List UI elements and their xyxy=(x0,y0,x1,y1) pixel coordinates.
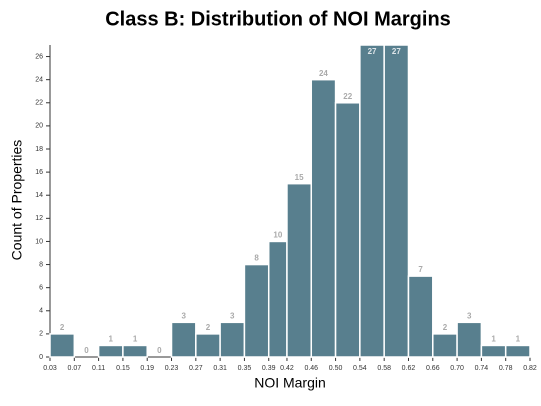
y-tick-label tick: 8 xyxy=(39,261,43,268)
y-tick-label tick: 0 xyxy=(39,354,43,361)
value-label: 2 xyxy=(60,323,65,332)
bar xyxy=(97,344,124,358)
y-tick-label tick: 16 xyxy=(35,169,43,176)
value-label: 22 xyxy=(343,92,352,101)
value-label: 27 xyxy=(368,47,377,56)
value-label: 8 xyxy=(254,254,259,263)
x-tick-label: 0.07 xyxy=(67,365,81,372)
value-label: 3 xyxy=(181,311,186,320)
y-tick-label tick: 14 xyxy=(35,192,43,199)
bar xyxy=(170,321,197,358)
bar xyxy=(480,344,507,358)
value-label: 1 xyxy=(491,335,496,344)
value-label: 7 xyxy=(418,265,423,274)
bar xyxy=(334,102,361,358)
x-tick-label: 0.50 xyxy=(329,365,343,372)
x-tick-label: 0.74 xyxy=(475,365,489,372)
y-tick-label tick: 18 xyxy=(35,146,43,153)
y-tick-label tick: 12 xyxy=(35,215,43,222)
value-label: 27 xyxy=(392,47,401,56)
x-tick-label: 0.70 xyxy=(450,365,464,372)
bar xyxy=(286,182,313,358)
chart-title: Class B: Distribution of NOI Margins xyxy=(105,8,451,30)
x-axis-label: NOI Margin xyxy=(254,375,326,391)
x-tick-label: 0.66 xyxy=(426,365,440,372)
y-axis-label: Count of Properties xyxy=(9,140,25,261)
y-tick-label tick: 20 xyxy=(35,123,43,130)
bar xyxy=(243,263,270,358)
value-label: 2 xyxy=(443,323,448,332)
value-label: 0 xyxy=(157,346,162,355)
x-tick-label: 0.03 xyxy=(43,365,57,372)
value-label: 10 xyxy=(273,231,282,240)
y-tick-label tick: 10 xyxy=(35,238,43,245)
bar xyxy=(219,321,246,358)
x-tick-label: 0.15 xyxy=(116,365,130,372)
y-tick-label tick: 24 xyxy=(35,77,43,84)
y-tick-label tick: 2 xyxy=(39,331,43,338)
x-tick-label: 0.39 xyxy=(262,365,276,372)
bar xyxy=(267,240,288,358)
bar xyxy=(359,44,385,358)
value-label: 15 xyxy=(295,173,304,182)
value-label: 1 xyxy=(516,335,521,344)
bar xyxy=(432,333,458,358)
x-tick-label: 0.35 xyxy=(238,365,252,372)
y-tick-label tick: 22 xyxy=(35,100,43,107)
value-label: 1 xyxy=(133,335,138,344)
bar xyxy=(122,344,148,358)
x-tick-label: 0.11 xyxy=(92,365,105,372)
bar xyxy=(407,275,434,358)
bar xyxy=(383,44,410,358)
x-tick-label: 0.58 xyxy=(377,365,391,372)
bar xyxy=(456,321,483,358)
x-tick-label: 0.62 xyxy=(402,365,416,372)
x-tick-label: 0.42 xyxy=(280,365,294,372)
bar xyxy=(504,344,531,358)
x-tick-label: 0.78 xyxy=(499,365,513,372)
x-tick-label: 0.31 xyxy=(213,365,227,372)
value-label: 24 xyxy=(319,69,328,78)
y-tick-label tick: 26 xyxy=(35,53,43,60)
bar xyxy=(310,78,337,358)
x-tick-label: 0.46 xyxy=(304,365,318,372)
value-label: 1 xyxy=(109,335,114,344)
x-tick-label: 0.23 xyxy=(165,365,179,372)
x-tick-label: 0.82 xyxy=(523,365,537,372)
x-tick-label: 0.19 xyxy=(140,365,154,372)
y-tick-label tick: 4 xyxy=(39,308,43,315)
bar xyxy=(49,333,76,358)
bar xyxy=(195,333,221,358)
y-tick-label tick: 6 xyxy=(39,285,43,292)
x-tick-label: 0.27 xyxy=(189,365,203,372)
value-label: 3 xyxy=(467,311,472,320)
value-label: 3 xyxy=(230,311,235,320)
value-label: 2 xyxy=(206,323,211,332)
value-label: 0 xyxy=(84,346,89,355)
x-tick-label: 0.54 xyxy=(353,365,367,372)
